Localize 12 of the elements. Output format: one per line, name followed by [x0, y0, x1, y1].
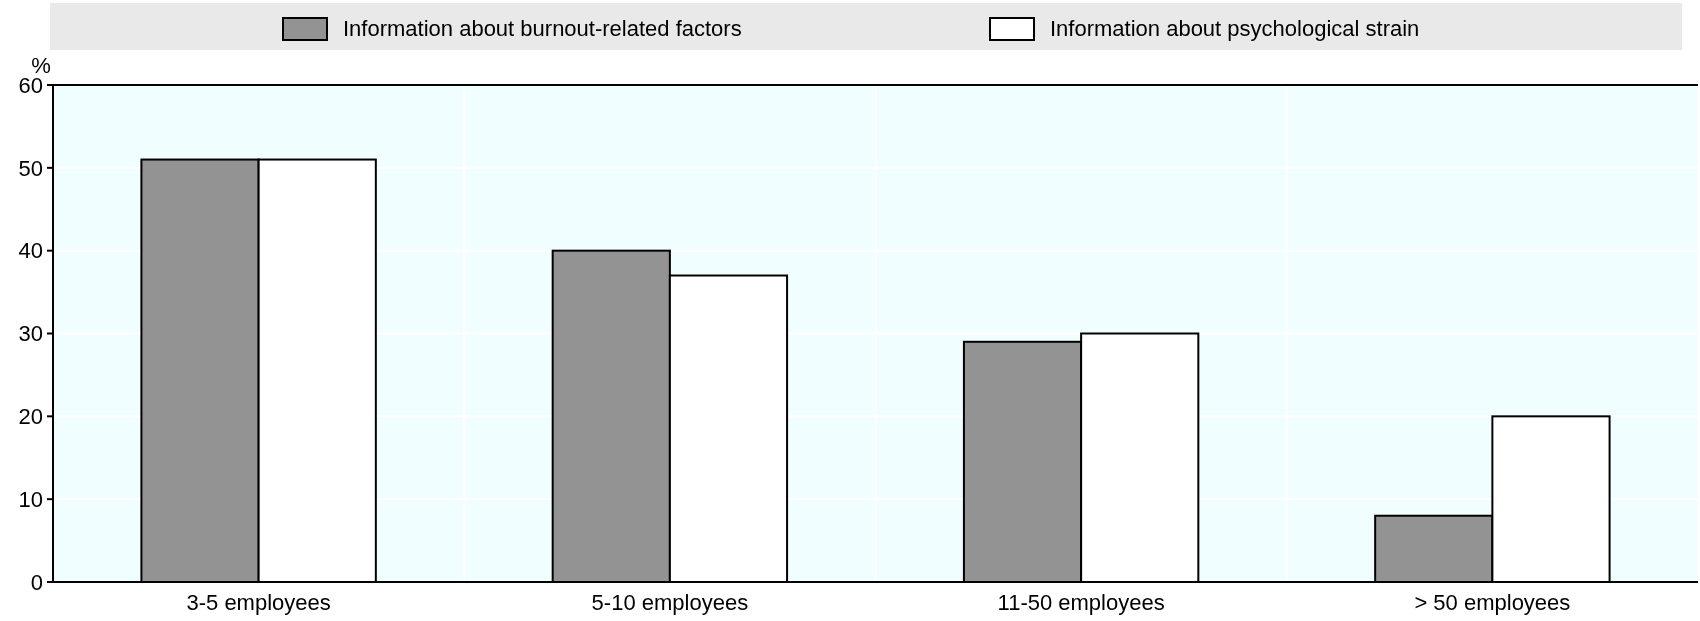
y-tick-label: 10	[18, 486, 43, 512]
legend-label: Information about psychological strain	[1050, 16, 1420, 41]
y-tick-label: 0	[30, 569, 43, 595]
x-tick-label: 11-50 employees	[997, 590, 1165, 615]
x-tick-label: 3-5 employees	[186, 590, 331, 615]
y-tick-label: 40	[18, 238, 43, 264]
y-tick-label: 50	[18, 155, 43, 181]
x-tick-label: > 50 employees	[1414, 590, 1571, 615]
y-tick-label: 20	[18, 404, 43, 430]
y-tick-label: 30	[18, 321, 43, 347]
legend-label: Information about burnout-related factors	[343, 16, 742, 41]
x-tick-label: 5-10 employees	[591, 590, 749, 615]
